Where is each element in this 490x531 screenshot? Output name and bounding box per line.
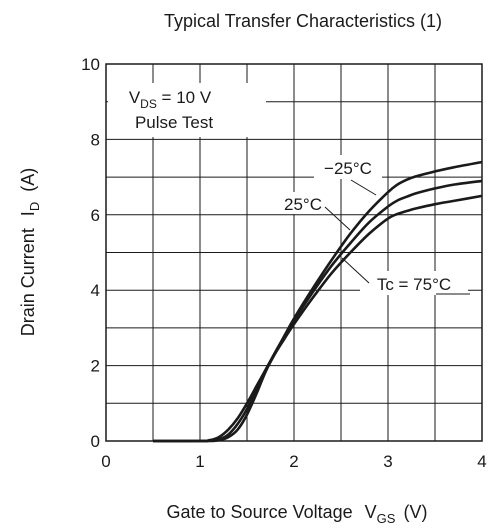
x-axis-label-unit: (V) [403, 502, 427, 522]
x-tick-label: 1 [195, 452, 204, 471]
leader-25 [324, 206, 351, 231]
y-tick-label: 8 [91, 130, 100, 149]
series-line-2 [153, 194, 483, 443]
series-label-bg [314, 155, 382, 179]
conditions-vds: VDS = 10 V [129, 88, 212, 111]
y-axis-label-main: Drain Current [18, 228, 38, 336]
x-axis-label-symbol: V [365, 502, 377, 522]
curves [152, 160, 483, 443]
conditions-pulse: Pulse Test [135, 113, 213, 132]
vds-subscript: DS [140, 97, 157, 111]
plot-frame [105, 63, 483, 442]
y-axis-label-symbol: I [18, 211, 38, 216]
y-tick-label: 10 [81, 55, 100, 74]
x-tick-label: 4 [477, 452, 486, 471]
x-axis-label: Gate to Source Voltage VGS (V) [167, 502, 428, 526]
series-line-1 [152, 179, 483, 443]
conditions-box [108, 83, 266, 137]
series-label-75: Tc = 75°C [377, 275, 451, 294]
y-axis-label-subscript: D [27, 202, 42, 211]
series-labels: −25°C 25°C Tc = 75°C [278, 155, 470, 295]
series-label-bg [278, 192, 330, 214]
y-tick-label: 6 [91, 206, 100, 225]
chart-title: Typical Transfer Characteristics (1) [164, 11, 442, 31]
series-label-bg [360, 271, 468, 295]
y-axis-label: Drain Current ID (A) [18, 168, 42, 336]
x-tick-label: 3 [383, 452, 392, 471]
leader-minus25 [350, 179, 377, 196]
series-label-minus25: −25°C [324, 159, 372, 178]
y-tick-label: 4 [91, 281, 100, 300]
grid: 0 1 2 3 4 0 2 4 6 8 10 [81, 55, 487, 471]
x-axis-label-subscript: GS [377, 511, 396, 526]
y-axis-label-unit: (A) [18, 168, 38, 192]
y-tick-label: 0 [91, 432, 100, 451]
vds-symbol: V [129, 88, 141, 107]
series-label-25: 25°C [284, 195, 322, 214]
x-tick-label: 0 [101, 452, 110, 471]
x-axis-label-main: Gate to Source Voltage [167, 502, 353, 522]
leader-75 [341, 257, 370, 284]
y-tick-label: 2 [91, 357, 100, 376]
vds-value: = 10 V [157, 88, 212, 107]
x-tick-label: 2 [289, 452, 298, 471]
